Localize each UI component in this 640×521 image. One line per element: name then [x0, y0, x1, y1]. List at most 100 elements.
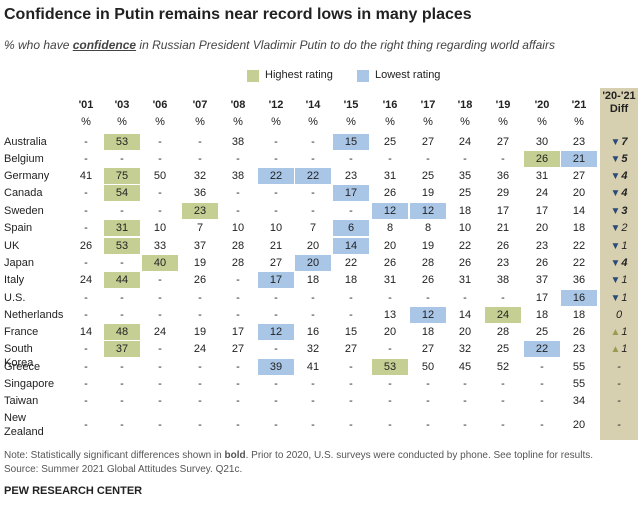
data-cell: -	[158, 309, 162, 321]
diff-arrow: ▼	[610, 241, 621, 252]
data-cell: 10	[458, 222, 472, 234]
data-cell: -	[501, 419, 505, 431]
data-cell: -	[274, 419, 278, 431]
data-cell: 12	[372, 203, 408, 219]
column-unit: %	[498, 116, 508, 128]
data-cell: 24	[79, 274, 93, 286]
data-cell: 18	[572, 309, 586, 321]
diff-value: 4	[621, 170, 628, 182]
diff-cell: ▲1	[600, 341, 638, 357]
diff-value: -	[617, 378, 621, 390]
data-cell: 37	[193, 240, 207, 252]
subtitle-emphasis: confidence	[72, 38, 137, 52]
data-cell: -	[84, 419, 88, 431]
column-header: '19	[495, 99, 511, 111]
data-cell: -	[120, 309, 124, 321]
data-cell: 41	[306, 361, 320, 373]
column-unit: %	[460, 116, 470, 128]
note-text: . Prior to 2020, U.S. surveys were condu…	[245, 450, 594, 461]
data-cell: 31	[535, 170, 549, 182]
diff-cell: ▼1	[600, 272, 638, 288]
data-cell: -	[426, 419, 430, 431]
row-label: Italy	[4, 274, 25, 286]
diff-value: 2	[621, 222, 628, 234]
data-cell: -	[274, 205, 278, 217]
note-bold: bold	[224, 450, 246, 461]
diff-arrow: ▼	[610, 275, 621, 286]
diff-value: 4	[621, 257, 628, 269]
diff-header-line: Diff	[609, 103, 629, 115]
data-cell: -	[311, 153, 315, 165]
data-cell: 25	[383, 136, 397, 148]
data-cell: 24	[458, 136, 472, 148]
data-cell: -	[236, 419, 240, 431]
data-cell: 27	[269, 257, 283, 269]
row-label: Australia	[4, 136, 47, 148]
diff-value: 1	[621, 326, 628, 338]
row-label: Taiwan	[4, 395, 39, 407]
data-cell: -	[349, 292, 353, 304]
data-cell: -	[426, 378, 430, 390]
data-cell: 17	[535, 292, 549, 304]
data-cell: -	[349, 361, 353, 373]
data-cell: 38	[496, 274, 510, 286]
row-label: Singapore	[4, 378, 55, 390]
data-cell: 23	[182, 203, 218, 219]
data-cell: 24	[535, 187, 549, 199]
column-header: '08	[230, 99, 246, 111]
data-cell: 37	[535, 274, 549, 286]
data-cell: -	[236, 361, 240, 373]
data-cell: -	[388, 378, 392, 390]
data-cell: 26	[572, 326, 586, 338]
data-cell: 27	[344, 343, 358, 355]
diff-arrow: ▼	[610, 137, 621, 148]
diff-arrow: ▼	[610, 223, 621, 234]
source: Source: Summer 2021 Global Attitudes Sur…	[4, 464, 243, 475]
diff-arrow: ▼	[610, 171, 621, 182]
data-cell: 48	[104, 324, 140, 340]
note-text: Note: Statistically significant differen…	[4, 450, 225, 461]
data-cell: -	[463, 419, 467, 431]
data-cell: -	[426, 153, 430, 165]
data-cell: 37	[104, 341, 140, 357]
data-cell: 20	[458, 326, 472, 338]
data-cell: 36	[496, 170, 510, 182]
data-cell: 19	[193, 257, 207, 269]
column-header: '01	[78, 99, 94, 111]
data-cell: -	[501, 153, 505, 165]
data-cell: 52	[496, 361, 510, 373]
data-cell: -	[120, 378, 124, 390]
data-cell: -	[120, 361, 124, 373]
data-cell: 35	[458, 170, 472, 182]
data-cell: 19	[421, 187, 435, 199]
diff-arrow: ▲	[610, 344, 621, 355]
data-cell: 28	[496, 326, 510, 338]
row-label: Sweden	[4, 205, 44, 217]
data-cell: -	[388, 292, 392, 304]
data-cell: 32	[306, 343, 320, 355]
data-cell: 28	[231, 257, 245, 269]
data-cell: -	[274, 309, 278, 321]
legend-swatch	[357, 70, 369, 82]
data-cell: -	[158, 136, 162, 148]
data-cell: 31	[458, 274, 472, 286]
data-cell: -	[84, 343, 88, 355]
data-cell: -	[198, 292, 202, 304]
data-cell: -	[388, 343, 392, 355]
data-cell: 20	[383, 326, 397, 338]
data-cell: 6	[333, 220, 369, 236]
data-cell: -	[84, 257, 88, 269]
row-label: Belgium	[4, 153, 44, 165]
data-cell: -	[120, 205, 124, 217]
data-cell: -	[120, 419, 124, 431]
diff-column-bg	[600, 88, 638, 440]
data-cell: -	[158, 378, 162, 390]
column-header: '18	[457, 99, 473, 111]
data-cell: 8	[386, 222, 394, 234]
row-label: Greece	[4, 361, 41, 373]
diff-header: '20-'21 Diff	[600, 90, 638, 116]
data-cell: 32	[458, 343, 472, 355]
data-cell: -	[120, 292, 124, 304]
data-cell: 20	[572, 419, 586, 431]
data-cell: 17	[535, 205, 549, 217]
